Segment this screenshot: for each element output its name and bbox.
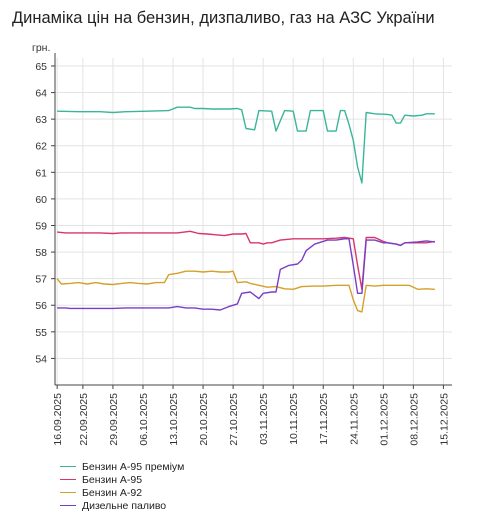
legend-swatch (60, 492, 76, 493)
line-chart: грн. 54 55 56 57 58 59 60 61 62 63 64 65 16.09.2025… (32, 42, 452, 446)
y-tick-label: 62 (35, 141, 47, 153)
y-tick-label: 54 (35, 353, 47, 365)
y-axis-label: грн. (32, 42, 50, 54)
legend-item: Бензин А-95 (60, 473, 184, 486)
x-axis-ticks: 16.09.2025 22.09.2025 29.09.2025 06.10.2025… (52, 385, 450, 446)
legend: Бензин А-95 преміум Бензин А-95 Бензин А-9… (60, 460, 184, 512)
y-tick-label: 65 (35, 61, 47, 73)
legend-label: Дизельне паливо (82, 499, 167, 512)
x-tick-label: 13.10.2025 (168, 393, 180, 446)
y-tick-label: 63 (35, 114, 47, 126)
x-tick-label: 17.11.2025 (318, 393, 330, 445)
x-tick-label: 10.11.2025 (288, 393, 300, 445)
y-tick-label: 60 (35, 194, 47, 206)
x-tick-label: 01.12.2025 (378, 393, 390, 446)
y-tick-label: 64 (35, 88, 47, 100)
legend-item: Бензин А-95 преміум (60, 460, 184, 473)
x-tick-label: 22.09.2025 (78, 393, 90, 446)
y-tick-label: 61 (35, 167, 47, 179)
legend-item: Дизельне паливо (60, 499, 184, 512)
legend-swatch (60, 479, 76, 480)
y-tick-label: 55 (35, 327, 47, 339)
x-tick-label: 15.12.2025 (438, 393, 450, 446)
y-tick-label: 59 (35, 220, 47, 232)
legend-label: Бензин А-95 преміум (82, 460, 185, 473)
gridlines (55, 58, 452, 385)
x-tick-label: 16.09.2025 (52, 393, 64, 446)
series-lines (56, 106, 435, 313)
series-line (57, 238, 435, 311)
x-tick-label: 08.12.2025 (408, 393, 420, 446)
y-axis-ticks: 54 55 56 57 58 59 60 61 62 63 64 65 (35, 61, 55, 365)
series-line (57, 106, 435, 184)
legend-item: Бензин А-92 (60, 486, 184, 499)
legend-swatch (60, 466, 76, 467)
series-line (56, 270, 435, 313)
x-tick-label: 27.10.2025 (228, 393, 240, 446)
legend-label: Бензин А-92 (82, 486, 143, 499)
y-tick-label: 58 (35, 247, 47, 259)
x-tick-label: 06.10.2025 (138, 393, 150, 446)
x-tick-label: 20.10.2025 (198, 393, 210, 446)
y-tick-label: 56 (35, 300, 47, 312)
y-tick-label: 57 (35, 274, 47, 286)
x-tick-label: 03.11.2025 (258, 393, 270, 445)
chart-title: Динаміка цін на бензин, дизпаливо, газ н… (12, 9, 435, 27)
x-tick-label: 24.11.2025 (348, 393, 360, 445)
legend-label: Бензин А-95 (82, 473, 143, 486)
series-line (57, 230, 435, 290)
x-tick-label: 29.09.2025 (108, 393, 120, 446)
legend-swatch (60, 505, 76, 506)
